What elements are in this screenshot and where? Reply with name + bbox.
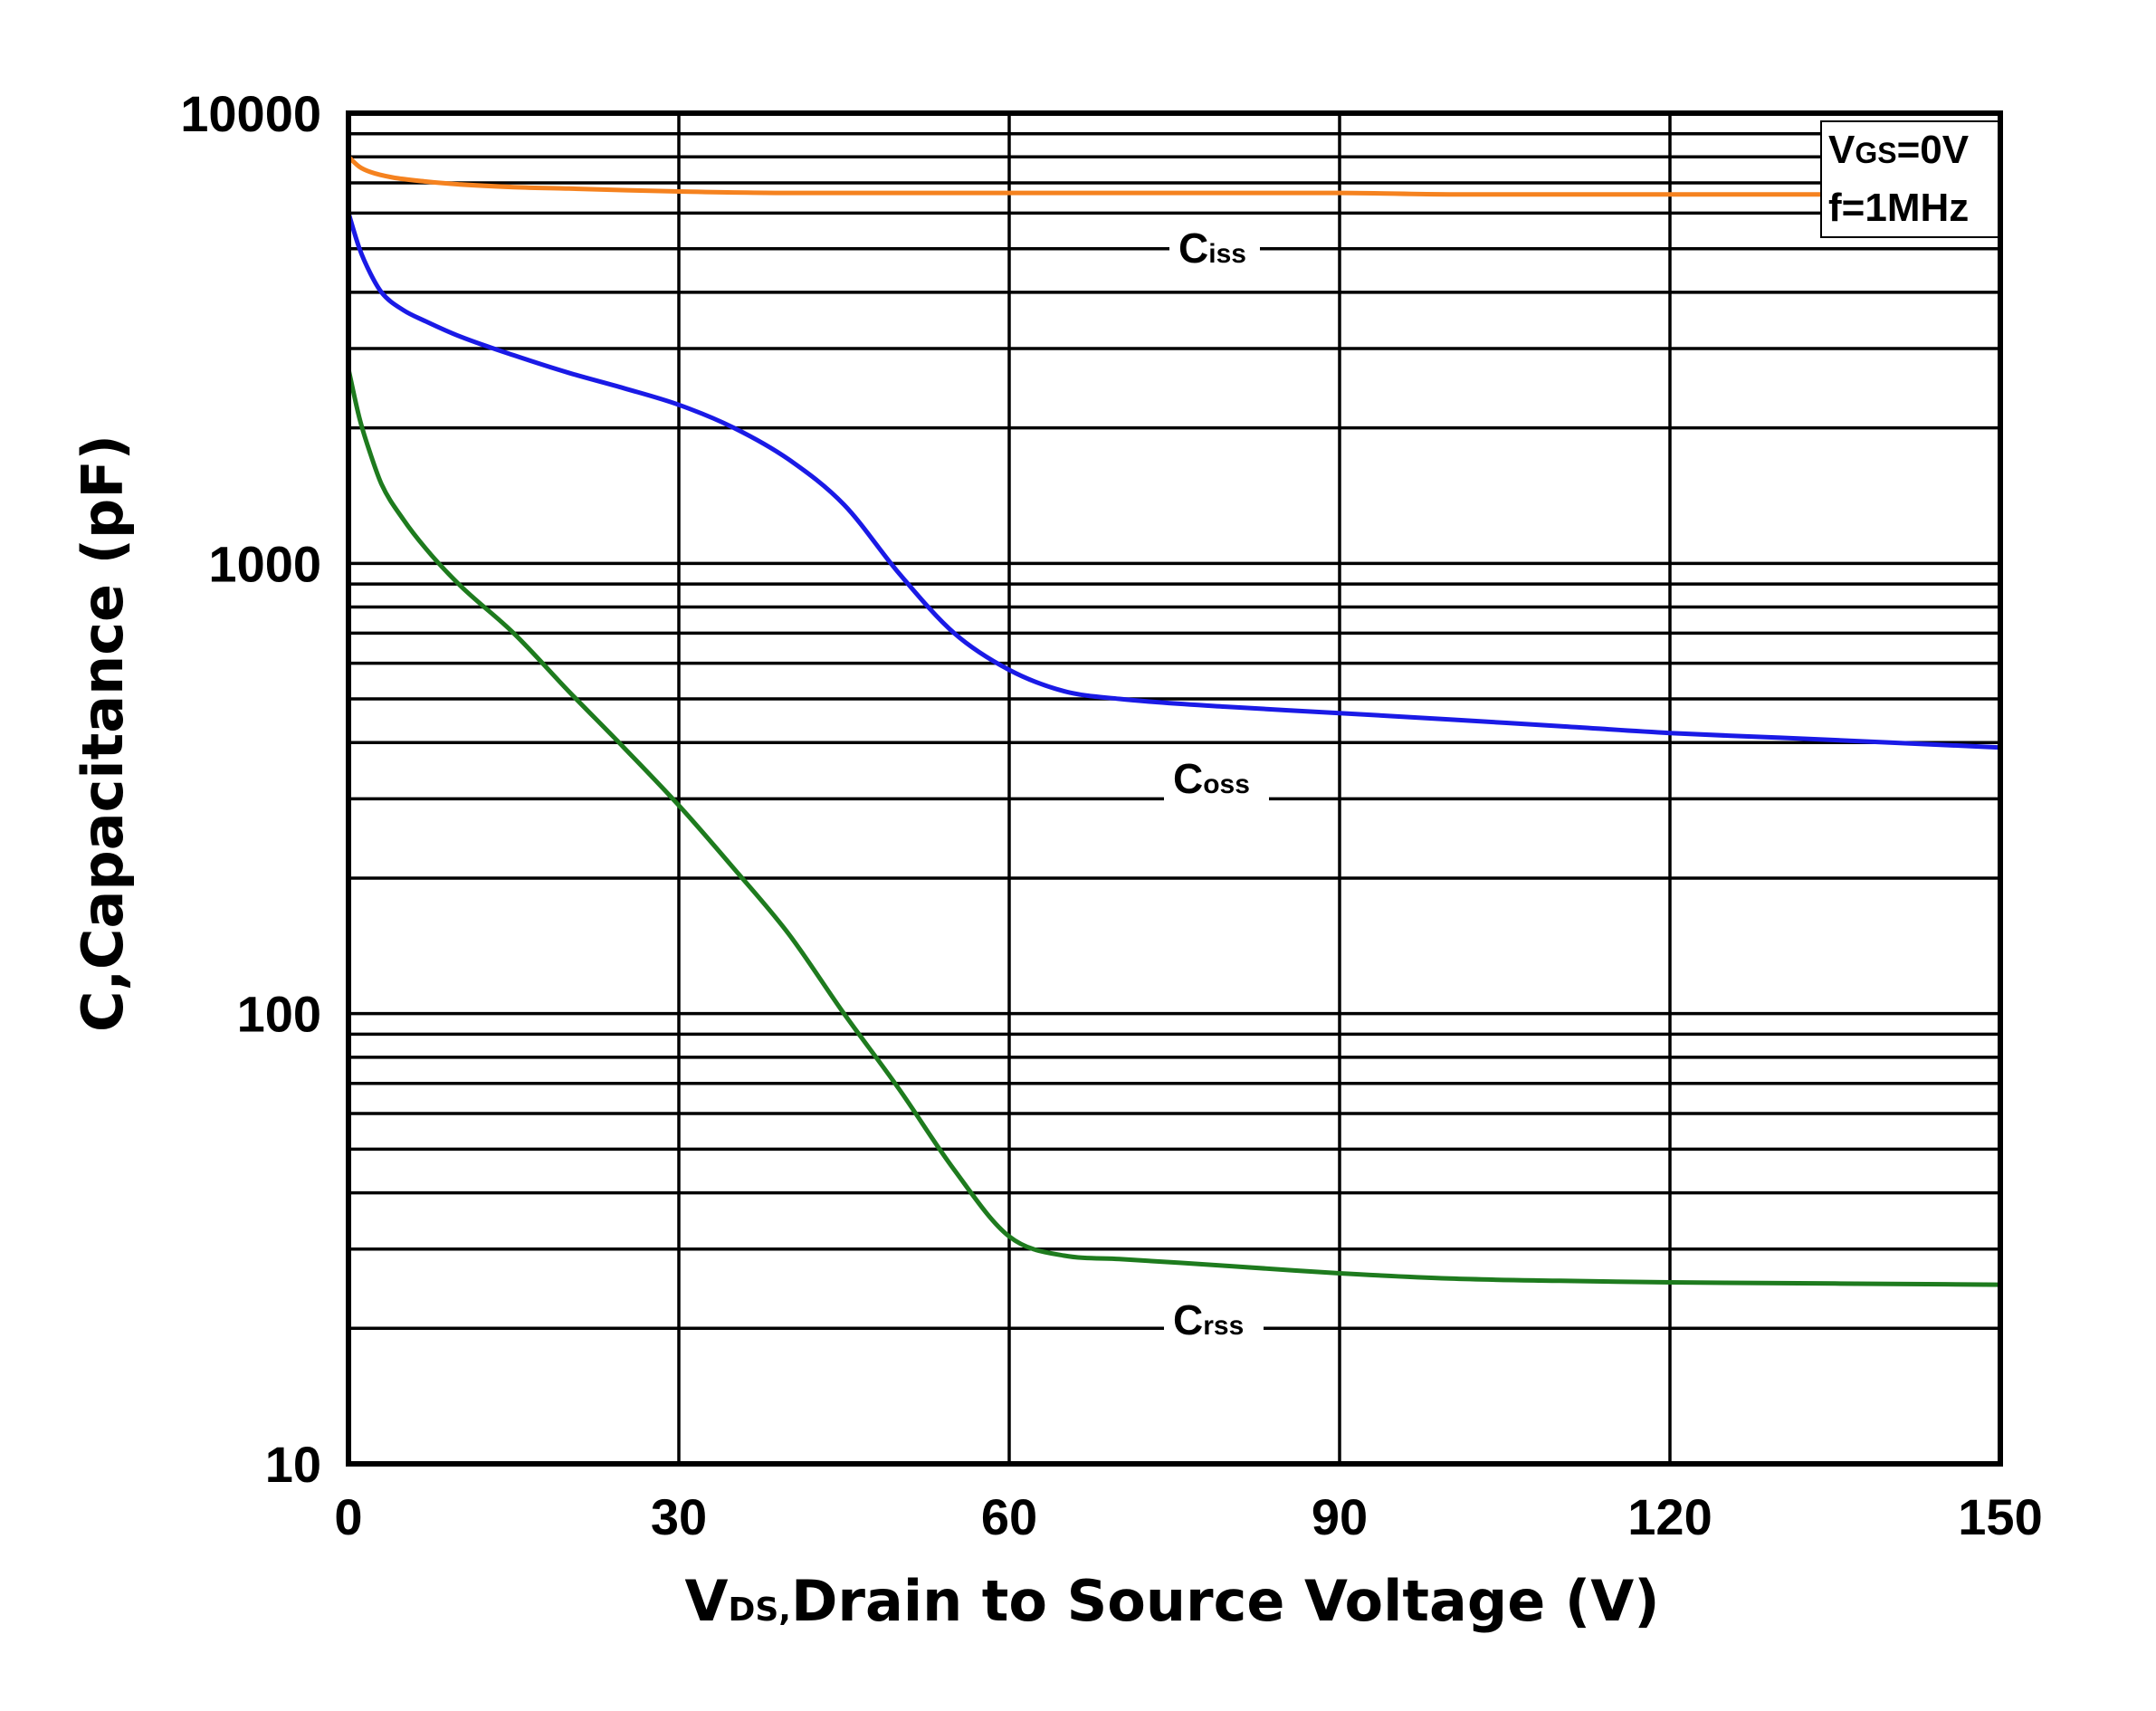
y-tick-label: 10000 bbox=[180, 85, 321, 142]
conditions-box-frame bbox=[1820, 120, 1999, 238]
ciss-label-sub: iss bbox=[1208, 239, 1246, 269]
x-axis-title-sub: DS, bbox=[728, 1592, 791, 1629]
plot-frame bbox=[346, 110, 2003, 1467]
crss-label-sub: rss bbox=[1203, 1311, 1244, 1341]
test-conditions-box: VGS=0V f=1MHz bbox=[1820, 120, 1999, 238]
y-axis-title: C,Capacitance (pF) bbox=[70, 435, 136, 1032]
frequency-condition: f=1MHz bbox=[1828, 186, 1969, 230]
y-tick-label: 1000 bbox=[208, 535, 321, 592]
ciss-curve bbox=[346, 154, 2003, 197]
ciss-label-main: C bbox=[1178, 225, 1208, 272]
x-tick-label: 0 bbox=[334, 1488, 362, 1545]
coss-label-main: C bbox=[1173, 755, 1203, 802]
x-tick-label: 30 bbox=[651, 1488, 707, 1545]
vgs-condition-value: =0V bbox=[1897, 128, 1970, 172]
data-series bbox=[346, 154, 2003, 1287]
x-axis-title-main: V bbox=[684, 1568, 728, 1634]
vgs-condition-main: V bbox=[1828, 128, 1855, 172]
svg-text:Crss: Crss bbox=[1173, 1296, 1244, 1343]
crss-label-bg bbox=[1164, 1286, 1264, 1345]
y-tick-label: 10 bbox=[265, 1436, 321, 1493]
crss-curve-label: Crss bbox=[1164, 1286, 1264, 1345]
coss-curve bbox=[346, 210, 2003, 750]
svg-text:VGS=0V: VGS=0V bbox=[1828, 128, 1970, 172]
x-tick-label: 150 bbox=[1958, 1488, 2042, 1545]
coss-label-bg bbox=[1164, 744, 1269, 806]
x-axis-title-rest: Drain to Source Voltage (V) bbox=[791, 1568, 1660, 1634]
ciss-curve-label: Ciss bbox=[1169, 215, 1260, 272]
x-axis-title: VDS,Drain to Source Voltage (V) bbox=[684, 1568, 1659, 1634]
svg-text:Coss: Coss bbox=[1173, 755, 1250, 802]
svg-text:Ciss: Ciss bbox=[1178, 225, 1246, 272]
crss-curve bbox=[346, 367, 2003, 1287]
y-tick-label: 100 bbox=[237, 986, 321, 1043]
grid-lines bbox=[348, 113, 2000, 1464]
coss-label-sub: oss bbox=[1203, 769, 1250, 799]
vgs-condition-sub: GS bbox=[1855, 137, 1896, 169]
x-tick-label: 60 bbox=[981, 1488, 1037, 1545]
x-tick-label: 120 bbox=[1627, 1488, 1712, 1545]
x-tick-label: 90 bbox=[1312, 1488, 1368, 1545]
ciss-label-bg bbox=[1169, 215, 1260, 272]
coss-curve-label: Coss bbox=[1164, 744, 1269, 806]
crss-label-main: C bbox=[1173, 1296, 1203, 1343]
tick-labels: 0 30 60 90 120 150 10 100 1000 10000 bbox=[180, 85, 2042, 1545]
